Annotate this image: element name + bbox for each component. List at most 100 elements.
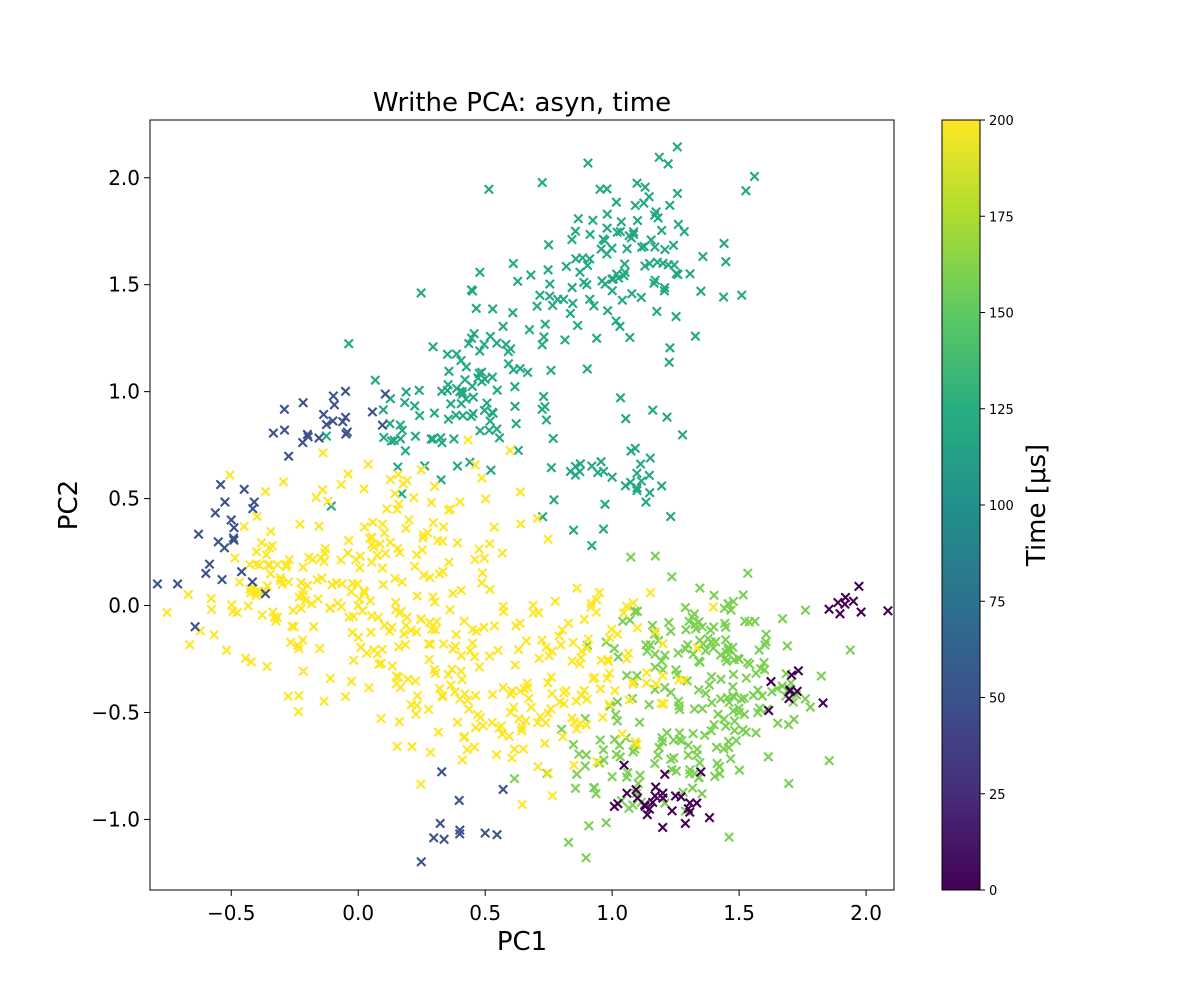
scatter-point [832,597,843,608]
scatter-point [467,624,478,635]
scatter-point [690,331,701,342]
scatter-point [728,691,739,702]
scatter-point [739,693,750,703]
scatter-point [409,561,420,572]
scatter-point [416,856,427,867]
scatter-point [544,291,555,302]
scatter-point [424,654,435,665]
scatter-point [381,503,392,514]
scatter-point [598,744,609,755]
scatter-point [574,749,584,759]
x-tick-label: 1.5 [723,901,755,925]
scatter-point [162,607,172,618]
scatter-point [664,342,675,353]
scatter-point [665,754,676,765]
scatter-point [511,418,522,429]
scatter-point [582,363,593,374]
scatter-point [497,548,508,559]
scatter-point [430,624,441,635]
scatter-point [642,809,653,820]
scatter-point [454,795,465,806]
scatter-point [463,704,474,715]
scatter-point [393,672,404,683]
scatter-point [398,629,409,640]
scatter-point [572,320,583,331]
scatter-point [152,579,163,589]
scatter-point [297,437,308,448]
scatter-point [650,275,661,286]
x-tick-label: −0.5 [207,901,256,925]
scatter-point [591,333,602,344]
scatter-point [190,621,201,632]
scatter-point [670,664,681,675]
scatter-point [406,625,416,636]
scatter-point [260,588,271,599]
scatter-point [443,505,454,516]
scatter-point [709,771,720,782]
colorbar-tick-label: 100 [989,499,1014,514]
scatter-point [568,760,579,771]
scatter-point [402,612,412,623]
scatter-point [327,416,338,426]
colorbar-tick-label: 200 [989,114,1014,129]
scatter-point [399,397,410,408]
scatter-point [633,778,644,789]
scatter-point [400,639,411,650]
scatter-point [227,606,238,617]
scatter-point [729,716,740,727]
scatter-point [217,574,227,585]
scatter-point [540,718,551,728]
scatter-point [539,738,550,749]
scatter-point [260,486,271,497]
scatter-point [621,653,632,664]
scatter-point [283,451,294,462]
scatter-point [718,292,729,303]
scatter-point [283,691,294,702]
scatter-point [267,540,278,551]
scatter-point [294,643,304,654]
scatter-point [277,579,287,590]
scatter-point [206,604,217,615]
scatter-point [598,466,609,477]
scatter-point [624,695,635,705]
scatter-point [617,616,628,627]
scatter-point [619,259,630,269]
scatter-point [556,724,567,735]
scatter-point [626,232,637,243]
scatter-point [472,709,483,720]
scatter-point [317,484,328,495]
scatter-point [659,282,670,293]
scatter-point [433,727,444,738]
scatter-point [656,480,667,491]
scatter-point [741,673,752,683]
scatter-point [620,267,630,278]
scatter-point [456,650,467,661]
scatter-point [656,698,667,709]
scatter-point [543,768,554,779]
scatter-point [393,469,404,480]
scatter-point [609,643,620,654]
scatter-point [346,676,357,687]
scatter-point [682,639,693,650]
scatter-point [395,682,406,693]
scatter-point [708,643,719,654]
scatter-point [604,699,615,710]
scatter-point [314,433,324,444]
scatter-point [294,519,305,530]
scatter-point [442,349,453,360]
scatter-point [709,590,720,601]
scatter-point [729,725,740,736]
scatter-point [470,460,481,470]
scatter-point [268,428,279,438]
scatter-point [565,308,576,319]
scatter-point [567,656,578,667]
scatter-point [585,229,596,240]
colorbar-tick-label: 75 [989,595,1006,610]
scatter-point [528,600,539,611]
scatter-point [664,200,675,211]
scatter-point [595,735,606,745]
scatter-point [474,346,485,356]
scatter-point [378,579,389,590]
scatter-point [306,598,317,609]
